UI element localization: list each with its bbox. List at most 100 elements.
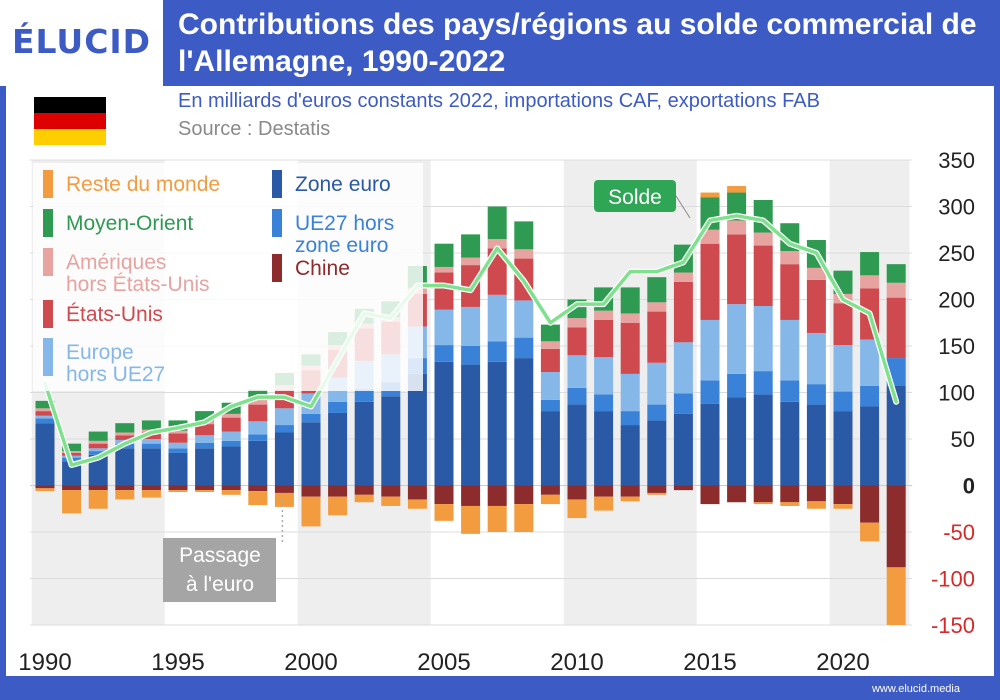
bar-etats-unis: [886, 297, 906, 359]
bar-chine: [62, 485, 82, 491]
bar-moyen-orient: [487, 206, 507, 240]
bar-chine: [221, 485, 241, 491]
bar-ue27-hors-ze: [301, 413, 321, 423]
bar-zone-euro: [248, 440, 268, 486]
bar-zone-euro: [806, 404, 826, 486]
bar-ameriques-hors-us: [168, 430, 188, 434]
bar-reste-du-monde-neg: [886, 567, 906, 625]
bar-reste-du-monde: [727, 186, 747, 193]
bar-moyen-orient: [35, 400, 55, 409]
bar-chine: [647, 485, 667, 493]
solde-label: Solde: [608, 186, 662, 209]
bar-ue27-hors-ze: [195, 442, 215, 449]
bar-zone-euro: [673, 413, 693, 486]
bar-europe-hors-ue: [620, 373, 640, 412]
bar-chine: [567, 485, 587, 500]
bar-moyen-orient: [860, 252, 880, 276]
bar-reste-du-monde-neg: [274, 492, 294, 507]
y-tick-label: 0: [963, 474, 975, 499]
bar-reste-du-monde-neg: [620, 496, 640, 502]
chart-source: Source : Destatis: [178, 118, 331, 140]
chart-title: Contributions des pays/régions au solde …: [178, 8, 977, 78]
bar-europe-hors-ue: [487, 294, 507, 342]
bar-etats-unis: [434, 272, 454, 310]
bar-zone-euro: [780, 401, 800, 486]
bar-chine: [540, 485, 560, 495]
solde-label-box: [594, 180, 676, 212]
bar-moyen-orient: [195, 411, 215, 422]
bar-ue27-hors-ze: [833, 391, 853, 412]
bar-ameriques-hors-us: [780, 251, 800, 265]
bar-ue27-hors-ze: [221, 440, 241, 447]
y-tick-label: 100: [938, 381, 975, 406]
footer-url: www.elucid.media: [871, 683, 960, 695]
bar-reste-du-monde-neg: [141, 490, 161, 498]
bar-reste-du-monde-neg: [567, 499, 587, 519]
bar-ameriques-hors-us: [487, 239, 507, 249]
bar-ameriques-hors-us: [594, 310, 614, 320]
legend-swatch: [272, 170, 282, 198]
bar-ameriques-hors-us: [221, 413, 241, 418]
bar-etats-unis: [620, 322, 640, 374]
bar-ameriques-hors-us: [88, 440, 108, 444]
bar-europe-hors-ue: [274, 408, 294, 426]
legend-swatch: [272, 254, 282, 282]
bar-ue27-hors-ze: [647, 404, 667, 421]
bar-chine: [195, 485, 215, 491]
x-tick-label: 1995: [151, 649, 204, 676]
bar-reste-du-monde-neg: [301, 496, 321, 527]
bar-reste-du-monde-neg: [461, 505, 481, 534]
bar-europe-hors-ue: [248, 421, 268, 435]
bar-europe-hors-ue: [141, 439, 161, 444]
bar-chine: [700, 485, 720, 505]
bar-chine: [168, 485, 188, 491]
bar-etats-unis: [806, 279, 826, 333]
bar-reste-du-monde-neg: [487, 505, 507, 532]
bar-chine: [727, 485, 747, 503]
bar-moyen-orient: [434, 243, 454, 267]
legend-swatch: [43, 170, 53, 198]
bar-zone-euro: [434, 361, 454, 486]
x-tick-label: 2010: [550, 649, 603, 676]
bar-chine: [514, 485, 534, 505]
bar-reste-du-monde-neg: [753, 502, 773, 505]
bar-chine: [328, 485, 348, 497]
euro-annotation-line: Passage: [179, 544, 261, 567]
bar-zone-euro: [833, 411, 853, 486]
y-tick-label: 50: [951, 427, 975, 452]
bar-ameriques-hors-us: [753, 232, 773, 246]
bar-ue27-hors-ze: [673, 393, 693, 414]
bar-zone-euro: [328, 412, 348, 486]
solde-line: [43, 214, 898, 467]
bar-chine: [434, 485, 454, 505]
bar-etats-unis: [195, 424, 215, 436]
bar-etats-unis: [833, 303, 853, 346]
bar-reste-du-monde-neg: [35, 488, 55, 492]
bar-chine: [487, 485, 507, 506]
bar-etats-unis: [753, 245, 773, 307]
bar-ameriques-hors-us: [115, 432, 135, 436]
y-tick-label: -150: [931, 613, 975, 638]
bar-reste-du-monde-neg: [780, 502, 800, 506]
bar-chine: [753, 485, 773, 503]
bar-reste-du-monde-neg: [195, 490, 215, 493]
bar-ue27-hors-ze: [753, 371, 773, 395]
bar-moyen-orient: [886, 264, 906, 283]
bar-zone-euro: [620, 425, 640, 486]
y-tick-label: 150: [938, 334, 975, 359]
bar-ue27-hors-ze: [620, 411, 640, 426]
legend-backdrop: [33, 163, 423, 391]
bar-moyen-orient: [514, 221, 534, 250]
solde-label-leader: [675, 195, 691, 219]
bar-europe-hors-ue: [753, 306, 773, 372]
bar-ue27-hors-ze: [248, 434, 268, 441]
bar-chine: [88, 485, 108, 491]
bar-reste-du-monde-neg: [88, 490, 108, 509]
bar-europe-hors-ue: [594, 357, 614, 395]
bar-europe-hors-ue: [780, 319, 800, 381]
header-bar: ÉLUCID Contributions des pays/régions au…: [0, 0, 1000, 86]
bar-ue27-hors-ze: [700, 380, 720, 404]
bar-chine: [673, 485, 693, 491]
y-tick-label: -100: [931, 567, 975, 592]
